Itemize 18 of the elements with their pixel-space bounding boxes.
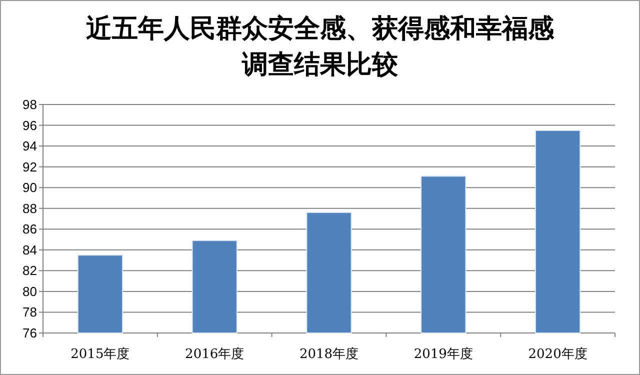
y-tick-label: 84	[22, 242, 37, 258]
x-tick-label: 2018年度	[299, 346, 359, 362]
y-tick-label: 90	[22, 180, 37, 196]
y-tick-label: 82	[22, 263, 37, 278]
y-tick-label: 98	[22, 97, 37, 112]
y-tick-label: 92	[22, 159, 37, 174]
x-tick-label: 2020年度	[528, 346, 588, 362]
x-tick-label: 2015年度	[70, 346, 130, 362]
y-tick-label: 80	[22, 284, 37, 299]
y-tick-label: 88	[22, 200, 37, 216]
y-tick-label: 76	[22, 326, 37, 340]
x-tick-label: 2019年度	[414, 346, 473, 362]
chart-title: 近五年人民群众安全感、获得感和幸福感调查结果比较	[85, 13, 555, 82]
y-tick-label: 96	[22, 118, 37, 133]
y-tick-label: 94	[22, 138, 37, 154]
y-tick-label: 86	[22, 222, 37, 237]
x-tick-label: 2016年度	[185, 346, 244, 362]
y-tick-label: 78	[22, 304, 37, 320]
